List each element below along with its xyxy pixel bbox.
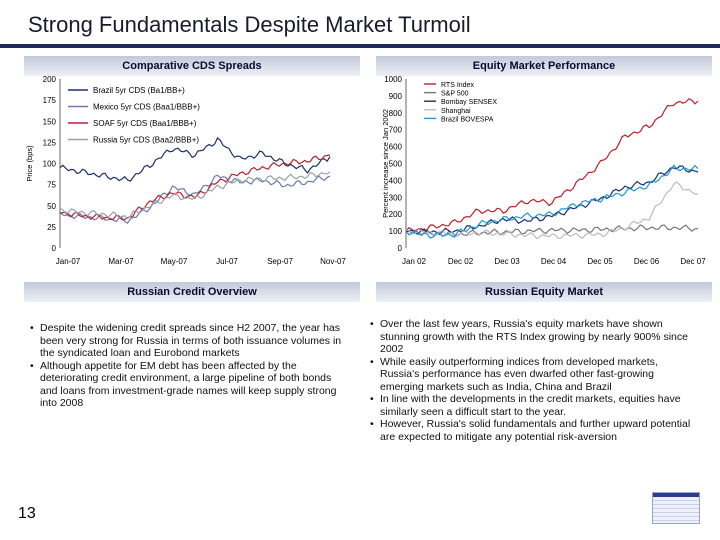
y-tick-label: 0 <box>398 244 403 253</box>
x-tick-label: Dec 05 <box>587 257 613 266</box>
series-line <box>59 171 331 220</box>
series-line <box>405 98 699 232</box>
y-tick-label: 200 <box>389 210 403 219</box>
legend-label: SOAF 5yr CDS (Baa1/BBB+) <box>93 119 197 128</box>
y-tick-label: 900 <box>389 92 403 101</box>
credit-bullet: Despite the widening credit spreads sinc… <box>30 322 342 360</box>
equity-bullet: While easily outperforming indices from … <box>370 356 700 394</box>
x-tick-label: Dec 02 <box>448 257 474 266</box>
y-tick-label: 400 <box>389 176 403 185</box>
credit-bullets: Despite the widening credit spreads sinc… <box>30 322 342 410</box>
x-tick-label: Mar-07 <box>108 257 134 266</box>
x-tick-label: May-07 <box>161 257 188 266</box>
equity-header: Equity Market Performance <box>376 56 712 76</box>
x-tick-label: Jul-07 <box>216 257 238 266</box>
legend-label: RTS Index <box>441 82 474 89</box>
series-line <box>59 174 331 225</box>
series-line <box>59 154 331 221</box>
y-tick-label: 500 <box>389 160 403 169</box>
x-tick-label: Nov-07 <box>320 257 346 266</box>
equity-bullet: However, Russia's solid fundamentals and… <box>370 418 700 443</box>
company-logo <box>652 492 700 524</box>
series-line <box>405 181 699 240</box>
y-tick-label: 25 <box>47 223 56 232</box>
equity-bullet: Over the last few years, Russia's equity… <box>370 318 700 356</box>
slide-title: Strong Fundamentals Despite Market Turmo… <box>28 12 471 37</box>
y-tick-label: 175 <box>43 96 57 105</box>
series-line <box>405 164 699 239</box>
series-line <box>59 137 331 182</box>
y-tick-label: 600 <box>389 143 403 152</box>
y-tick-label: 700 <box>389 126 403 135</box>
equity-bullet: In line with the developments in the cre… <box>370 393 700 418</box>
equity-performance-chart: 0 100 200 300 400 500 600 700 800 900 1000 Jan 02 De… <box>381 75 706 266</box>
cds-header: Comparative CDS Spreads <box>24 56 360 76</box>
y-tick-label: 100 <box>43 160 57 169</box>
x-tick-label: Dec 04 <box>541 257 567 266</box>
x-tick-label: Sep-07 <box>267 257 293 266</box>
y-tick-label: 1000 <box>384 75 402 84</box>
x-tick-label: Dec 03 <box>494 257 520 266</box>
equity-market-header: Russian Equity Market <box>376 282 712 302</box>
x-tick-label: Dec 07 <box>680 257 706 266</box>
legend-label: Brazil BOVESPA <box>441 116 494 123</box>
legend-label: Russia 5yr CDS (Baa2/BBB+) <box>93 136 199 145</box>
y-tick-label: 50 <box>47 202 56 211</box>
equity-bullets: Over the last few years, Russia's equity… <box>370 318 700 443</box>
credit-overview-header: Russian Credit Overview <box>24 282 360 302</box>
cds-spreads-chart: 0 25 50 75 100 125 150 175 200 Jan-07 Mar-07 May-07… <box>25 75 346 266</box>
y-tick-label: 100 <box>389 227 403 236</box>
series-line <box>405 165 699 236</box>
legend-label: Bombay SENSEX <box>441 99 497 106</box>
y-tick-label: 125 <box>43 138 57 147</box>
y-axis-label: Percent increase since Jan 2002 <box>381 109 390 218</box>
legend-label: S&P 500 <box>441 91 469 98</box>
credit-bullet: Although appetite for EM debt has been a… <box>30 360 342 410</box>
y-axis-label: Price (bps) <box>25 145 34 182</box>
y-tick-label: 300 <box>389 193 403 202</box>
x-tick-label: Dec 06 <box>634 257 660 266</box>
y-tick-label: 800 <box>389 109 403 118</box>
x-tick-label: Jan-07 <box>56 257 81 266</box>
x-tick-label: Jan 02 <box>402 257 427 266</box>
legend-label: Brazil 5yr CDS (Ba1/BB+) <box>93 86 185 95</box>
legend-label: Shanghai <box>441 108 471 115</box>
title-rule <box>0 44 720 48</box>
page-number: 13 <box>18 505 36 522</box>
y-tick-label: 75 <box>47 181 56 190</box>
y-tick-label: 150 <box>43 117 57 126</box>
y-tick-label: 0 <box>52 244 57 253</box>
y-tick-label: 200 <box>43 75 57 84</box>
legend-label: Mexico 5yr CDS (Baa1/BBB+) <box>93 103 200 112</box>
